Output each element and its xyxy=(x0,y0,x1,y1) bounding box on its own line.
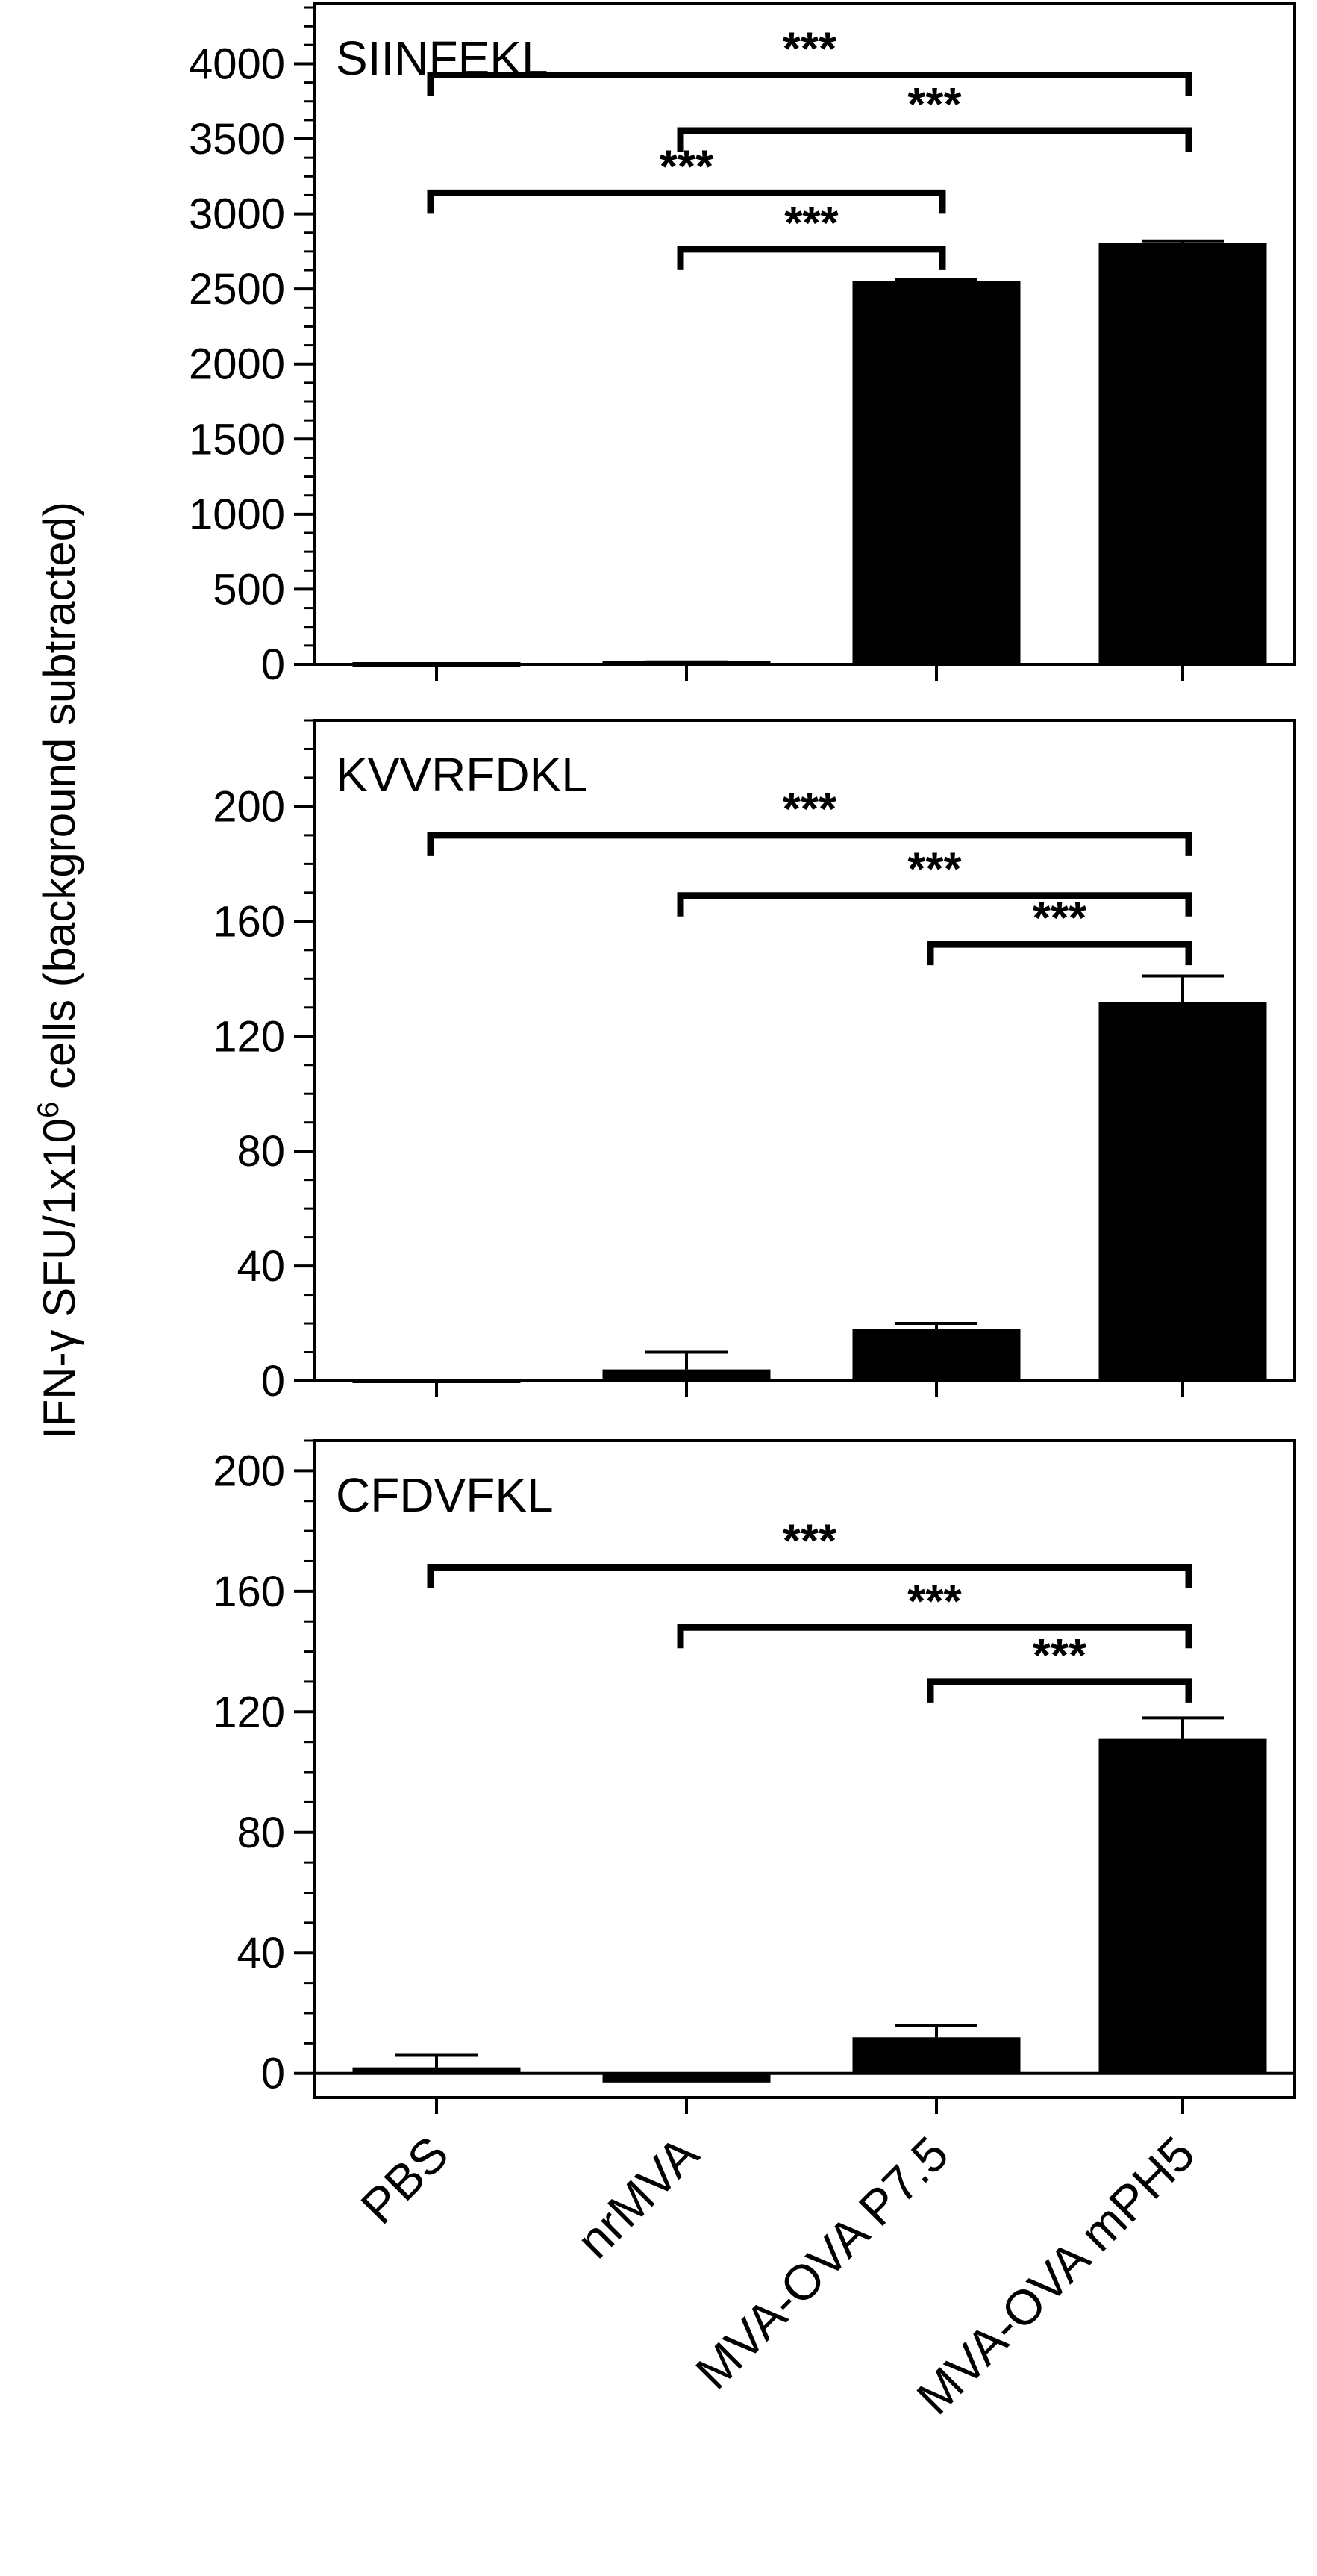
y-tick-label: 0 xyxy=(261,640,285,689)
y-tick-label: 80 xyxy=(237,1127,285,1176)
y-tick-label: 200 xyxy=(213,1447,285,1495)
y-tick-label: 200 xyxy=(213,782,285,831)
significance-label: *** xyxy=(783,1516,837,1568)
y-tick-label: 120 xyxy=(213,1012,285,1061)
y-tick-label: 40 xyxy=(237,1242,285,1291)
y-tick-label: 120 xyxy=(213,1688,285,1736)
y-tick-label: 1500 xyxy=(189,415,285,464)
y-tick-label: 500 xyxy=(213,565,285,614)
y-tick-label: 2000 xyxy=(189,340,285,389)
bar-mva-ova-p7-5 xyxy=(852,281,1021,665)
y-tick-label: 160 xyxy=(213,1568,285,1616)
significance-bracket xyxy=(677,1624,1192,1649)
significance-label: *** xyxy=(783,24,837,75)
y-tick-label: 2500 xyxy=(189,265,285,314)
significance-label: *** xyxy=(784,198,839,249)
bar-nrmva xyxy=(602,2073,771,2083)
significance-bracket xyxy=(927,941,1192,966)
significance-label: *** xyxy=(783,784,837,835)
bar-pbs xyxy=(352,1379,521,1383)
y-axis-label: IFN-γ SFU/1x106 cells (background subtra… xyxy=(32,502,84,1439)
significance-bracket xyxy=(427,1564,1192,1588)
significance-label: *** xyxy=(1033,893,1087,944)
significance-bracket xyxy=(677,127,1192,152)
panel-title: CFDVFKL xyxy=(336,1468,554,1522)
y-tick-label: 3000 xyxy=(189,190,285,239)
y-tick-label: 40 xyxy=(237,1929,285,1977)
significance-bracket xyxy=(427,189,946,214)
bar-nrmva xyxy=(602,1369,771,1381)
y-tick-label: 1000 xyxy=(189,490,285,539)
significance-label: *** xyxy=(907,844,962,896)
category-label: MVA-OVA P7.5 xyxy=(685,2126,959,2400)
bar-mva-ova-mph5 xyxy=(1098,1002,1267,1381)
significance-bracket xyxy=(427,832,1192,856)
y-tick-label: 80 xyxy=(237,1809,285,1857)
significance-bracket xyxy=(677,246,946,270)
y-tick-label: 0 xyxy=(261,2050,285,2098)
panel-title: SIINFEKL xyxy=(336,31,548,85)
significance-label: *** xyxy=(907,1576,962,1627)
bar-mva-ova-p7-5 xyxy=(852,2037,1021,2074)
significance-label: *** xyxy=(907,79,962,131)
panel-1: 0 500 1000 1500 2000 2500 3000 3500 4000 *** *** **… xyxy=(189,2,1296,689)
y-tick-label: 3500 xyxy=(189,115,285,163)
panel-3: 0 40 80 120 160 200 *** *** *** CFDVFKL xyxy=(213,1439,1296,2114)
bar-pbs xyxy=(352,2067,521,2074)
y-tick-label: 0 xyxy=(261,1357,285,1406)
panel-frame xyxy=(313,719,1296,1382)
panel-title: KVVRFDKL xyxy=(336,748,588,802)
significance-label: *** xyxy=(660,141,714,193)
significance-label: *** xyxy=(1033,1630,1087,1682)
y-tick-label: 160 xyxy=(213,897,285,946)
y-tick-label: 4000 xyxy=(189,40,285,88)
bar-pbs xyxy=(352,662,521,667)
category-label: nrMVA xyxy=(566,2126,708,2268)
bar-mva-ova-mph5 xyxy=(1098,1738,1267,2074)
panel-frame xyxy=(313,1439,1296,2099)
bar-mva-ova-p7-5 xyxy=(852,1329,1021,1381)
panel-2: 0 40 80 120 160 200 *** *** *** KVVRFDKL xyxy=(213,719,1296,1406)
bar-mva-ova-mph5 xyxy=(1098,243,1267,664)
category-label: PBS xyxy=(350,2126,459,2235)
significance-bracket xyxy=(927,1678,1192,1703)
significance-bracket xyxy=(677,892,1192,917)
panel-frame xyxy=(313,2,1296,666)
significance-bracket xyxy=(427,72,1192,96)
